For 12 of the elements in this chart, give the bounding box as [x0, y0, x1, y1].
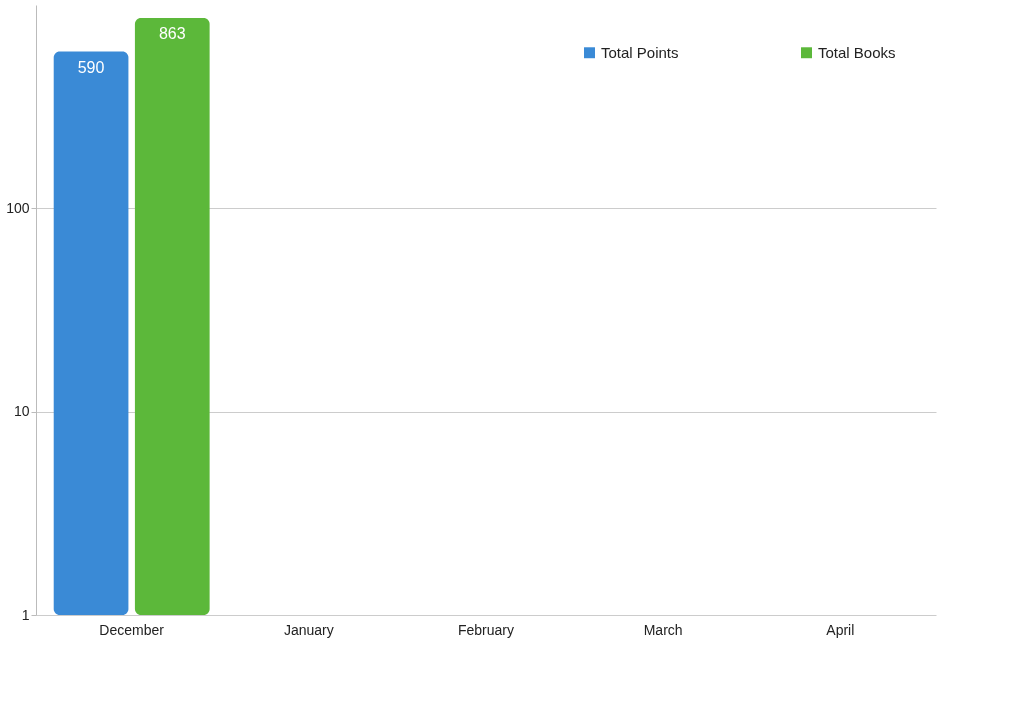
legend-label: Total Books	[818, 43, 896, 61]
x-tick-label: April	[826, 621, 855, 638]
data-label: 590	[77, 58, 105, 76]
y-tick-label: 10	[13, 403, 30, 420]
x-tick-label: March	[643, 621, 683, 638]
y-tick-label: 100	[6, 199, 30, 216]
x-tick-label: January	[283, 621, 334, 638]
x-tick-label: December	[99, 621, 165, 638]
data-label: 863	[158, 25, 186, 43]
x-tick-label: February	[457, 621, 515, 638]
y-tick-label: 1	[21, 606, 30, 623]
legend-label: Total Points	[601, 43, 679, 61]
